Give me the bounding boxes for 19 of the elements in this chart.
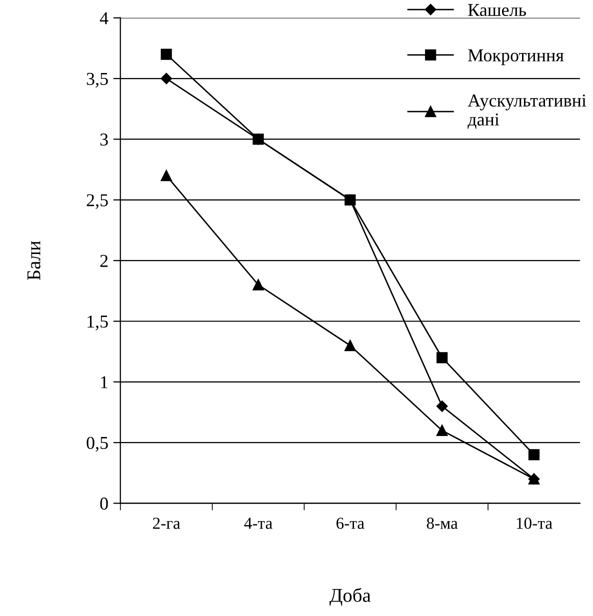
y-tick-label: 0,5 bbox=[86, 436, 108, 452]
y-tick-label: 1 bbox=[101, 376, 108, 388]
y-tick-label: 3,5 bbox=[86, 72, 108, 88]
x-tick-label: 6-та bbox=[336, 518, 364, 529]
x-tick-label: 8-ма bbox=[426, 518, 458, 529]
y-tick-label: 4 bbox=[100, 12, 108, 24]
y-axis-title: Бали bbox=[27, 240, 40, 280]
y-tick-label: 3 bbox=[100, 134, 108, 146]
x-tick-label: 4-та bbox=[244, 518, 272, 529]
legend-label: Кашель bbox=[468, 4, 526, 16]
legend-label: Аускультативні дані bbox=[468, 94, 586, 129]
x-tick-label: 10-та bbox=[516, 518, 552, 529]
x-tick-label: 2-га bbox=[153, 518, 180, 529]
legend-label: Мокротиння bbox=[468, 49, 564, 66]
y-tick-label: 2 bbox=[100, 254, 108, 267]
y-tick-label: 0 bbox=[100, 498, 108, 510]
x-axis-title: Доба bbox=[330, 588, 371, 606]
y-tick-label: 2,5 bbox=[86, 194, 108, 209]
y-tick-label: 1,5 bbox=[88, 316, 108, 330]
